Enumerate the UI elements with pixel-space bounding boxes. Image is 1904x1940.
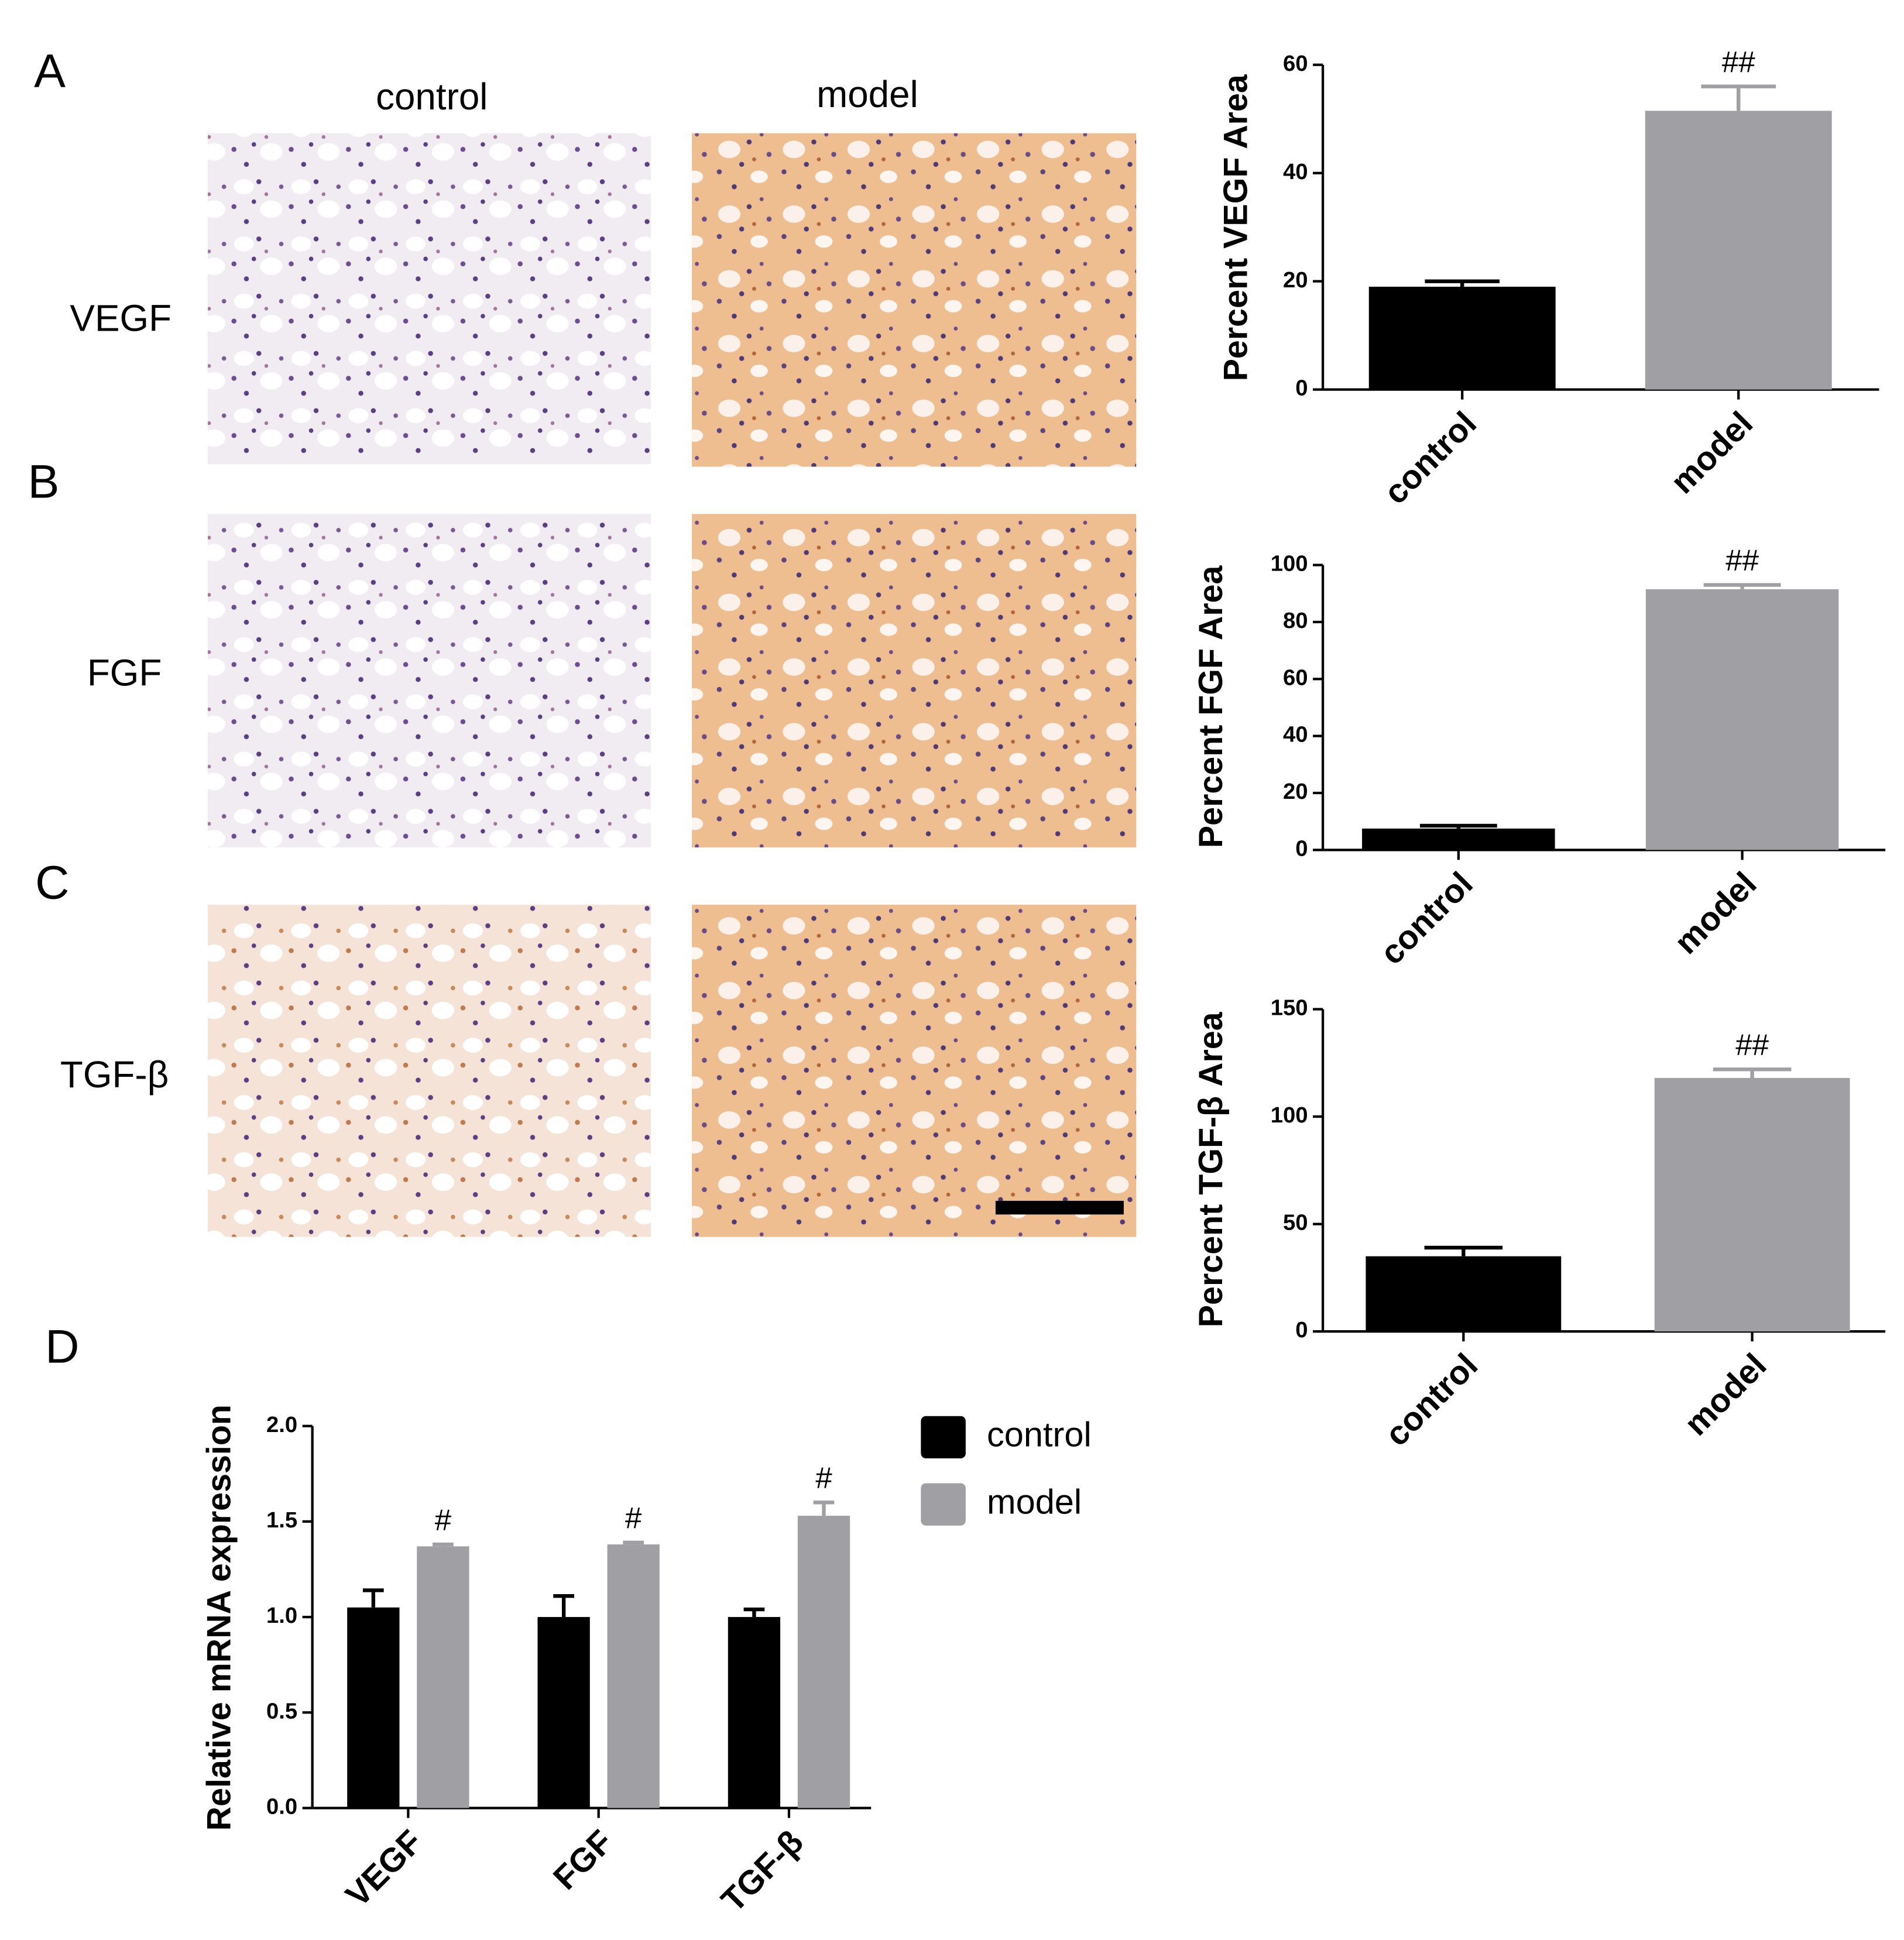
x-tick-label: VEGF (339, 1823, 430, 1914)
x-tick-label: control (1373, 865, 1480, 972)
y-tick-label: 2.0 (266, 1412, 297, 1437)
row-label: TGF-β (60, 1053, 169, 1096)
scale-bar (995, 1200, 1124, 1215)
micrograph (208, 133, 651, 465)
annotation: # (625, 1501, 642, 1534)
y-tick-label: 0 (1295, 376, 1308, 401)
x-tick-label: control (1377, 404, 1484, 511)
bar (1654, 1077, 1850, 1332)
y-tick-label: 1.5 (266, 1508, 297, 1533)
bar (1645, 111, 1832, 390)
panel-label: C (35, 856, 69, 909)
y-tick-label: 1.0 (266, 1603, 297, 1628)
x-tick-label: model (1677, 1347, 1774, 1443)
y-tick-label: 20 (1283, 267, 1308, 293)
y-tick-label: 40 (1283, 722, 1308, 747)
x-tick-label: control (1378, 1347, 1485, 1454)
legend-swatch (921, 1483, 966, 1526)
x-tick-label: TGF-β (714, 1823, 811, 1920)
y-tick-label: 80 (1283, 608, 1308, 633)
y-tick-label: 50 (1283, 1210, 1308, 1235)
x-tick-label: model (1663, 404, 1760, 501)
y-tick-label: 0.0 (266, 1794, 297, 1819)
y-axis-label: Percent FGF Area (1192, 565, 1230, 848)
panel-label: A (34, 45, 66, 98)
y-axis-label: Percent TGF-β Area (1192, 1011, 1230, 1327)
bar (728, 1617, 781, 1808)
bar (1366, 1256, 1562, 1332)
y-tick-label: 60 (1283, 665, 1308, 690)
annotation: ## (1735, 1028, 1769, 1061)
bar (537, 1617, 590, 1808)
legend-label: model (987, 1482, 1082, 1521)
legend-label: control (987, 1415, 1092, 1454)
row-label: VEGF (70, 297, 171, 339)
y-tick-label: 100 (1271, 1103, 1308, 1128)
y-tick-label: 0.5 (266, 1698, 297, 1723)
legend-swatch (921, 1416, 966, 1459)
annotation: ## (1722, 45, 1755, 78)
y-tick-label: 20 (1283, 779, 1308, 804)
micrograph (208, 514, 651, 848)
y-tick-label: 40 (1283, 159, 1308, 184)
x-tick-label: model (1668, 865, 1764, 962)
x-tick-label: FGF (546, 1823, 620, 1897)
annotation: # (435, 1503, 452, 1536)
bar (347, 1607, 400, 1808)
y-tick-label: 100 (1271, 551, 1308, 576)
micrograph (692, 514, 1137, 848)
micrograph (692, 904, 1137, 1237)
bar (607, 1544, 660, 1808)
bar (1645, 589, 1839, 850)
micrograph (208, 904, 651, 1237)
bar (797, 1516, 850, 1808)
panel-label: B (28, 456, 59, 509)
y-axis-label: Percent VEGF Area (1217, 74, 1255, 381)
bar (417, 1546, 469, 1808)
y-tick-label: 0 (1295, 836, 1308, 861)
row-label: FGF (87, 652, 162, 694)
column-header: control (376, 75, 488, 118)
bar (1368, 286, 1556, 390)
y-tick-label: 60 (1283, 51, 1308, 76)
y-tick-label: 150 (1271, 995, 1308, 1021)
panel-label: D (45, 1320, 79, 1373)
column-header: model (817, 73, 918, 115)
y-tick-label: 0 (1295, 1317, 1308, 1342)
annotation: ## (1725, 544, 1759, 577)
bar (1362, 828, 1555, 850)
y-axis-label: Relative mRNA expression (201, 1405, 238, 1831)
annotation: # (815, 1461, 832, 1494)
micrograph (692, 133, 1137, 467)
